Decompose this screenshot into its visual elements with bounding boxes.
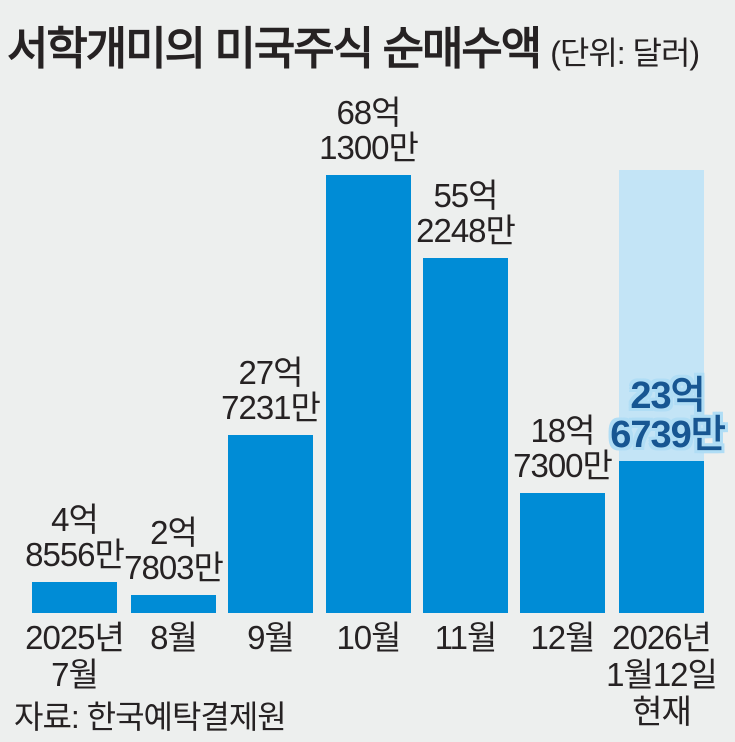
bar-value-line: 8556만 bbox=[25, 536, 125, 573]
x-axis-label-line: 7월 bbox=[51, 656, 99, 693]
bar bbox=[326, 175, 411, 613]
bar-value-line: 18억 bbox=[530, 412, 595, 449]
x-axis-label-line: 10월 bbox=[336, 619, 401, 656]
bar-value-label: 4억 8556만 bbox=[0, 502, 185, 572]
bar-value-label: 27억 7231만 bbox=[161, 355, 381, 425]
bar-value-line: 6739만 bbox=[610, 414, 726, 456]
bar bbox=[228, 435, 313, 613]
x-axis-label: 2025년 7월 bbox=[0, 619, 185, 693]
x-axis-label: 2026년 1월12일 현재 bbox=[552, 619, 735, 730]
bar-value-line: 1300만 bbox=[319, 129, 419, 166]
bar bbox=[131, 595, 216, 613]
bar-value-label-highlighted: 23억 6739만 bbox=[558, 377, 735, 455]
x-axis-label-line: 현재 bbox=[632, 693, 692, 730]
chart-title: 서학개미의 미국주식 순매수액 bbox=[7, 23, 542, 74]
bar-value-line: 7231만 bbox=[221, 389, 321, 426]
x-axis-label: 11월 bbox=[356, 619, 576, 656]
x-axis-label: 9월 bbox=[161, 619, 381, 656]
x-axis-label: 12월 bbox=[453, 619, 673, 656]
x-axis-label-line: 1월12일 bbox=[606, 656, 718, 693]
bar-value-line: 2248만 bbox=[416, 212, 516, 249]
bar-value-line: 4억 bbox=[51, 501, 99, 538]
bar-value-label: 55억 2248만 bbox=[356, 178, 576, 248]
bar bbox=[32, 582, 117, 613]
bar-value-label: 68억 1300만 bbox=[259, 95, 479, 165]
bar-value-label: 2억 7803만 bbox=[64, 515, 284, 585]
bar-value-line: 27억 bbox=[238, 354, 303, 391]
x-axis-label: 8월 bbox=[64, 619, 284, 656]
x-axis-label-line: 2026년 bbox=[612, 619, 712, 656]
bar-value-line: 55억 bbox=[433, 177, 498, 214]
x-axis-label-line: 9월 bbox=[247, 619, 295, 656]
bar-value-label: 18억 7300만 bbox=[453, 413, 673, 483]
x-axis-label-line: 2025년 bbox=[25, 619, 125, 656]
bar-value-line: 2억 bbox=[150, 514, 198, 551]
bar-value-line: 68억 bbox=[336, 94, 401, 131]
bar-value-line: 23억 bbox=[630, 375, 705, 417]
bar bbox=[423, 258, 508, 613]
source-credit: 자료: 한국예탁결제원 bbox=[14, 699, 287, 735]
x-axis-label-line: 12월 bbox=[530, 619, 595, 656]
x-axis-label-line: 11월 bbox=[434, 619, 498, 656]
chart-unit-note: (단위: 달러) bbox=[550, 35, 700, 71]
bar bbox=[520, 493, 605, 613]
bar-value-line: 7803만 bbox=[124, 549, 224, 586]
x-axis-label: 10월 bbox=[259, 619, 479, 656]
bar bbox=[619, 461, 704, 613]
chart-header: 서학개미의 미국주식 순매수액 (단위: 달러) bbox=[7, 12, 700, 77]
x-axis-label-line: 8월 bbox=[150, 619, 198, 656]
bar-value-line: 7300만 bbox=[513, 447, 613, 484]
